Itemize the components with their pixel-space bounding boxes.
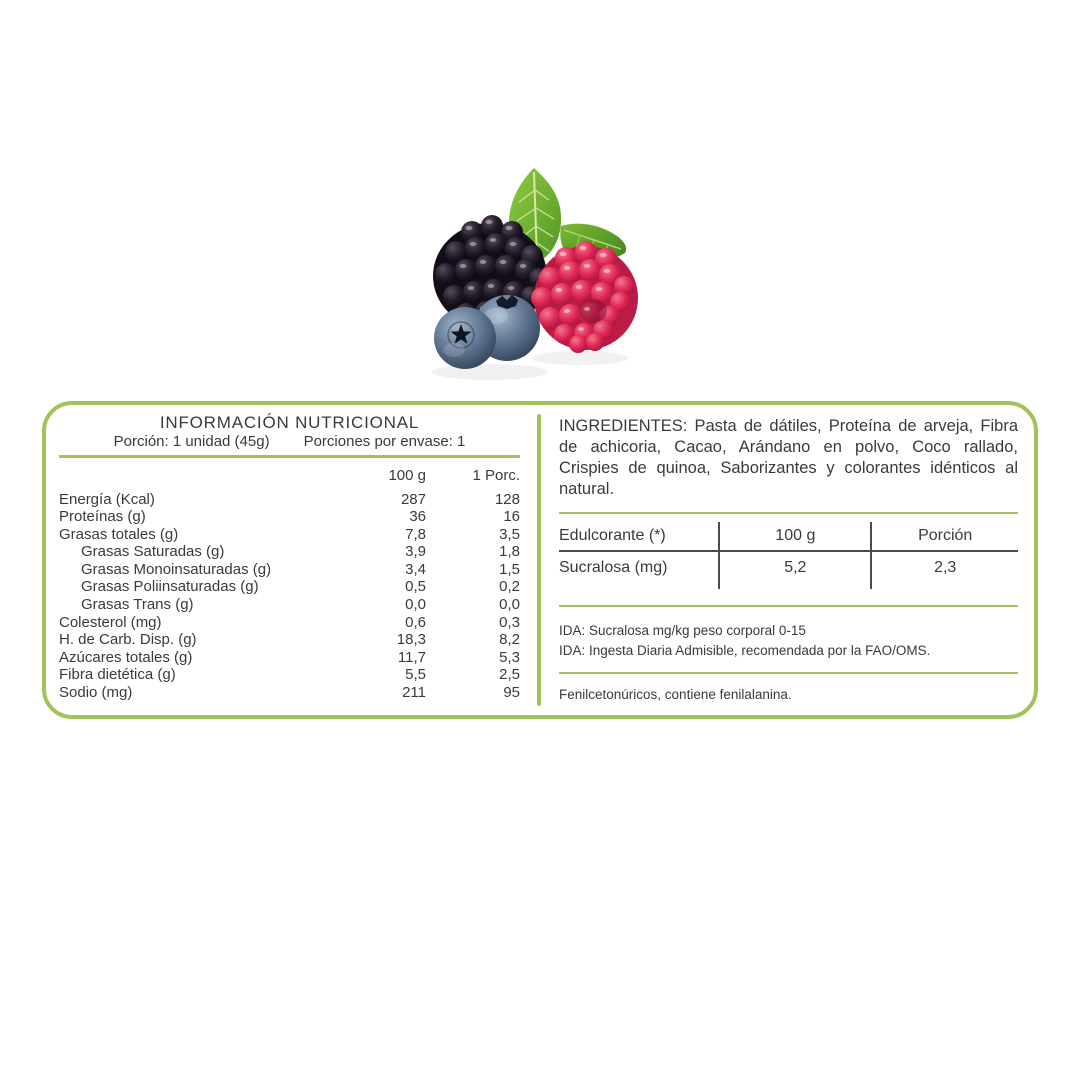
berries-image [432, 168, 638, 380]
phenylketonurics-note: Fenilcetonúricos, contiene fenilalanina. [559, 687, 792, 702]
table-row: Fibra dietética (g) 5,5 2,5 [59, 666, 520, 684]
sweetener-name: Sucralosa (mg) [559, 559, 668, 576]
table-row: Energía (Kcal) 287 128 [59, 490, 520, 508]
table-row: Grasas Monoinsaturadas (g) 3,4 1,5 [81, 560, 520, 578]
ida-note-2: IDA: Ingesta Diaria Admisible, recomenda… [559, 642, 931, 658]
servings-per-pack: Porciones por envase: 1 [303, 433, 466, 450]
serving-size: Porción: 1 unidad (45g) [113, 433, 270, 450]
sweetener-header-portion: Porción [870, 522, 1018, 550]
sweetener-portion-value: 2,3 [870, 552, 1018, 589]
table-row: Sodio (mg) 211 95 [59, 684, 520, 702]
col-header-portion: 1 Porc. [472, 466, 520, 484]
divider [59, 455, 520, 458]
raspberry [531, 241, 638, 353]
table-row: Grasas Saturadas (g) 3,9 1,8 [81, 543, 520, 561]
table-row: Proteínas (g) 36 16 [59, 508, 520, 526]
column-headers: 100 g 1 Porc. [59, 467, 520, 484]
ida-notes: IDA: Sucralosa mg/kg peso corporal 0-15 … [559, 621, 1018, 660]
table-row: Sucralosa (mg) 5,2 2,3 [559, 552, 1018, 589]
divider [559, 512, 1018, 514]
sweetener-100g-value: 5,2 [718, 552, 870, 589]
sweetener-header-100g: 100 g [718, 522, 870, 550]
nutrition-table: Energía (Kcal) 287 128 Proteínas (g) 36 16 G… [59, 491, 520, 702]
ingredients-panel: INGREDIENTES: Pasta de dátiles, Proteína… [541, 405, 1034, 715]
col-header-100g: 100 g [388, 466, 426, 484]
serving-info: Porción: 1 unidad (45g) Porciones por en… [59, 433, 520, 451]
nutrition-title: INFORMACIÓN NUTRICIONAL [159, 413, 420, 432]
table-row: Azúcares totales (g) 11,7 5,3 [59, 648, 520, 666]
sweetener-table: Edulcorante (*) 100 g Porción Sucralosa … [559, 522, 1018, 589]
panel-divider [537, 414, 541, 706]
table-row: Colesterol (mg) 0,6 0,3 [59, 613, 520, 631]
ida-note-1: IDA: Sucralosa mg/kg peso corporal 0-15 [559, 623, 806, 638]
table-row: Grasas Trans (g) 0,0 0,0 [81, 596, 520, 614]
raspberry-cavity [579, 299, 607, 323]
product-label-box: INFORMACIÓN NUTRICIONAL Porción: 1 unida… [42, 401, 1038, 719]
table-row: H. de Carb. Disp. (g) 18,3 8,2 [59, 631, 520, 649]
divider [559, 605, 1018, 607]
table-row: Grasas totales (g) 7,8 3,5 [59, 525, 520, 543]
blueberry [434, 307, 496, 369]
ingredients-text: INGREDIENTES: Pasta de dátiles, Proteína… [559, 417, 1018, 498]
divider [559, 672, 1018, 674]
table-row: Grasas Poliinsaturadas (g) 0,5 0,2 [81, 578, 520, 596]
table-header-row: Edulcorante (*) 100 g Porción [559, 522, 1018, 552]
sweetener-header: Edulcorante (*) [559, 527, 666, 544]
nutrition-facts-panel: INFORMACIÓN NUTRICIONAL Porción: 1 unida… [46, 405, 537, 715]
